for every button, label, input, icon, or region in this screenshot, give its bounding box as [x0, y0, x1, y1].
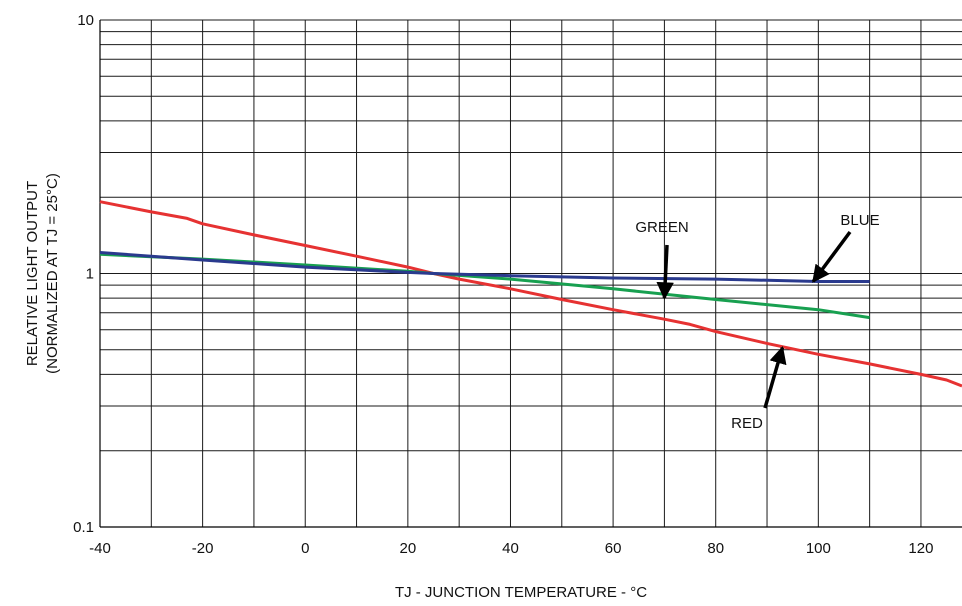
x-tick-label: 100	[806, 540, 831, 557]
tick-labels: -40 -20 0 20 40 60 80 100 120 0.1 1 10	[73, 12, 933, 557]
x-tick-label: 0	[301, 540, 309, 557]
x-tick-label: 80	[707, 540, 724, 557]
annotation-arrow-green	[656, 244, 674, 300]
annotations: GREEN BLUE RED	[635, 212, 879, 432]
y-tick-label: 1	[86, 266, 94, 283]
x-tick-label: -20	[192, 540, 214, 557]
annotation-label-green: GREEN	[635, 219, 688, 236]
annotation-arrow-red	[763, 345, 787, 409]
annotation-label-red: RED	[731, 415, 763, 432]
series-line-blue	[99, 251, 870, 283]
x-tick-label: 40	[502, 540, 519, 557]
series-line-red	[99, 200, 962, 388]
annotation-label-blue: BLUE	[840, 212, 879, 229]
y-axis-label-line1: RELATIVE LIGHT OUTPUT	[24, 181, 41, 366]
x-axis-label: TJ - JUNCTION TEMPERATURE - °C	[395, 584, 647, 601]
grid	[99, 19, 962, 528]
x-tick-label: 20	[400, 540, 417, 557]
x-tick-label: 120	[908, 540, 933, 557]
annotation-arrow-blue	[811, 230, 852, 283]
series-lines	[99, 200, 962, 388]
x-tick-label: 60	[605, 540, 622, 557]
series-line-green	[99, 252, 870, 320]
y-tick-label: 10	[77, 12, 94, 29]
y-axis-label-line2: (NORMALIZED AT TJ = 25°C)	[44, 173, 61, 374]
x-tick-label: -40	[89, 540, 111, 557]
y-tick-label: 0.1	[73, 519, 94, 536]
